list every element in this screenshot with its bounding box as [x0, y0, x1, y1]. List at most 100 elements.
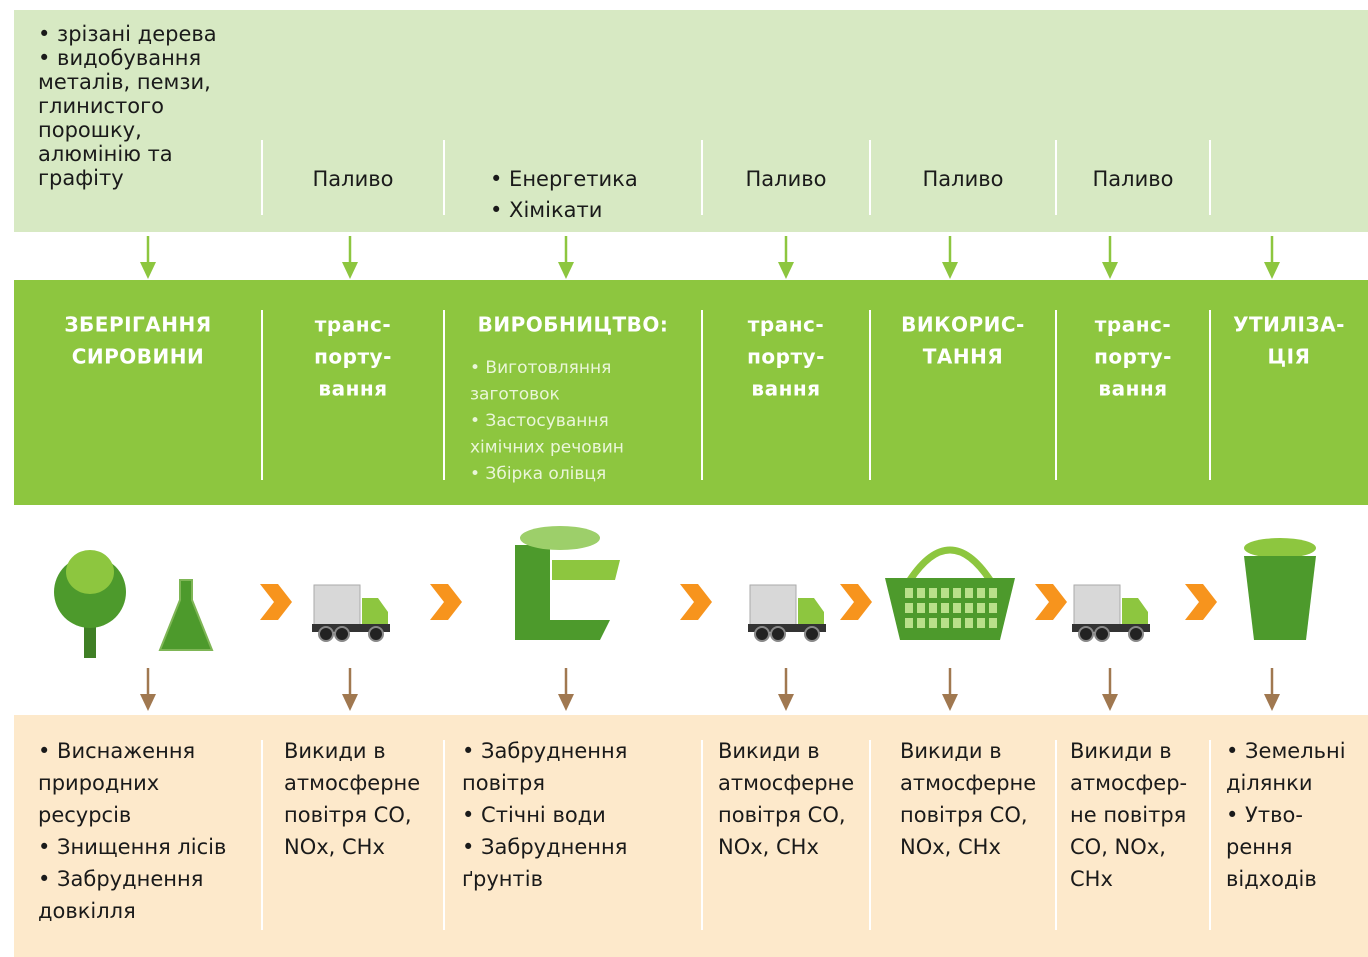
wheel [1079, 627, 1093, 641]
flow-arrow [840, 584, 872, 620]
wheel [1095, 627, 1109, 641]
wheel [319, 627, 333, 641]
input-text: металів, пемзи, [38, 70, 211, 94]
basket-hole [965, 618, 973, 628]
truck-cab [362, 598, 388, 628]
stage-title: ЦІЯ [1268, 345, 1311, 369]
arrow-head [1264, 262, 1280, 279]
flow-arrow [1035, 584, 1067, 620]
basket-hole [917, 588, 925, 598]
arrow-head [942, 694, 958, 711]
basket-hole [953, 618, 961, 628]
factory [515, 545, 610, 640]
output-text: • Забруднення [462, 835, 627, 859]
arrow-head [778, 262, 794, 279]
output-text: природних [38, 771, 159, 795]
basket-hole [977, 603, 985, 613]
basket-hole [989, 603, 997, 613]
output-text: Викиди в [284, 739, 386, 763]
truck-cab [1122, 598, 1148, 628]
input-text: графіту [38, 166, 124, 190]
output-text: повітря CO, [900, 803, 1028, 827]
arrow-head [942, 262, 958, 279]
output-text: NOx, CHx [900, 835, 1001, 859]
flow-arrow [680, 584, 712, 620]
input-text: • зрізані дерева [38, 22, 217, 46]
arrow-head [1264, 694, 1280, 711]
basket-hole [941, 588, 949, 598]
output-text: атмосферне [718, 771, 854, 795]
input-text: глинистого [38, 94, 164, 118]
input-text: • видобування [38, 46, 201, 70]
basket-hole [929, 618, 937, 628]
inputs-band [14, 10, 1368, 232]
stage-title: ТАННЯ [923, 345, 1004, 369]
output-text: • Стічні води [462, 803, 606, 827]
basket-hole [929, 588, 937, 598]
basket-hole [941, 618, 949, 628]
basket-hole [905, 618, 913, 628]
output-text: повітря CO, [284, 803, 412, 827]
output-text: повітря [462, 771, 545, 795]
basket-hole [941, 603, 949, 613]
stage-title: порту- [1094, 345, 1172, 369]
basket-hole [953, 603, 961, 613]
stage-item: • Виготовляння [470, 358, 611, 378]
stage-title: ЗБЕРІГАННЯ [64, 313, 211, 337]
wheel [369, 627, 383, 641]
input-text: • Хімікати [490, 198, 602, 222]
stage-title: транс- [315, 313, 391, 337]
stage-title: ВИКОРИС- [901, 313, 1025, 337]
output-text: ґрунтів [462, 867, 543, 891]
stage-title: порту- [314, 345, 392, 369]
flow-arrow [260, 584, 292, 620]
wheel [771, 627, 785, 641]
output-text: • Забруднення [462, 739, 627, 763]
arrow-head [558, 262, 574, 279]
bin [1244, 556, 1316, 640]
output-text: атмосферне [900, 771, 1036, 795]
stage-title: вання [751, 377, 820, 401]
output-text: ділянки [1226, 771, 1312, 795]
basket-hole [905, 603, 913, 613]
arrow-head [558, 694, 574, 711]
output-text: NOx, CHx [718, 835, 819, 859]
input-text: Паливо [923, 167, 1004, 191]
stage-item: заготовок [470, 385, 560, 405]
basket-hole [977, 618, 985, 628]
basket-hole [917, 618, 925, 628]
output-text: • Виснаження [38, 739, 195, 763]
basket-hole [929, 603, 937, 613]
output-text: • Утво- [1226, 803, 1303, 827]
input-text: • Енергетика [490, 167, 638, 191]
arrow-head [140, 694, 156, 711]
output-text: CHx [1070, 867, 1113, 891]
arrow-head [342, 694, 358, 711]
tree-crown [66, 550, 114, 594]
truck-box [1074, 585, 1120, 625]
output-text: NOx, CHx [284, 835, 385, 859]
output-text: атмосфер- [1070, 771, 1187, 795]
arrow-head [1102, 694, 1118, 711]
output-text: ресурсів [38, 803, 131, 827]
flow-arrow [1185, 584, 1217, 620]
truck-box [314, 585, 360, 625]
output-text: не повітря [1070, 803, 1186, 827]
output-text: • Забруднення [38, 867, 203, 891]
wheel [1129, 627, 1143, 641]
diagram: • зрізані дерева• видобуванняметалів, пе… [0, 0, 1368, 957]
output-text: повітря CO, [718, 803, 846, 827]
wheel [335, 627, 349, 641]
stage-item: хімічних речовин [470, 438, 624, 458]
input-text: порошку, [38, 118, 142, 142]
stage-title: транс- [748, 313, 824, 337]
wheel [755, 627, 769, 641]
output-text: відходів [1226, 867, 1317, 891]
stage-title: вання [1098, 377, 1167, 401]
bin-lid [1244, 538, 1316, 558]
output-text: рення [1226, 835, 1292, 859]
basket-hole [977, 588, 985, 598]
output-text: • Земельні [1226, 739, 1346, 763]
stage-title: СИРОВИНИ [72, 345, 205, 369]
basket-hole [965, 603, 973, 613]
